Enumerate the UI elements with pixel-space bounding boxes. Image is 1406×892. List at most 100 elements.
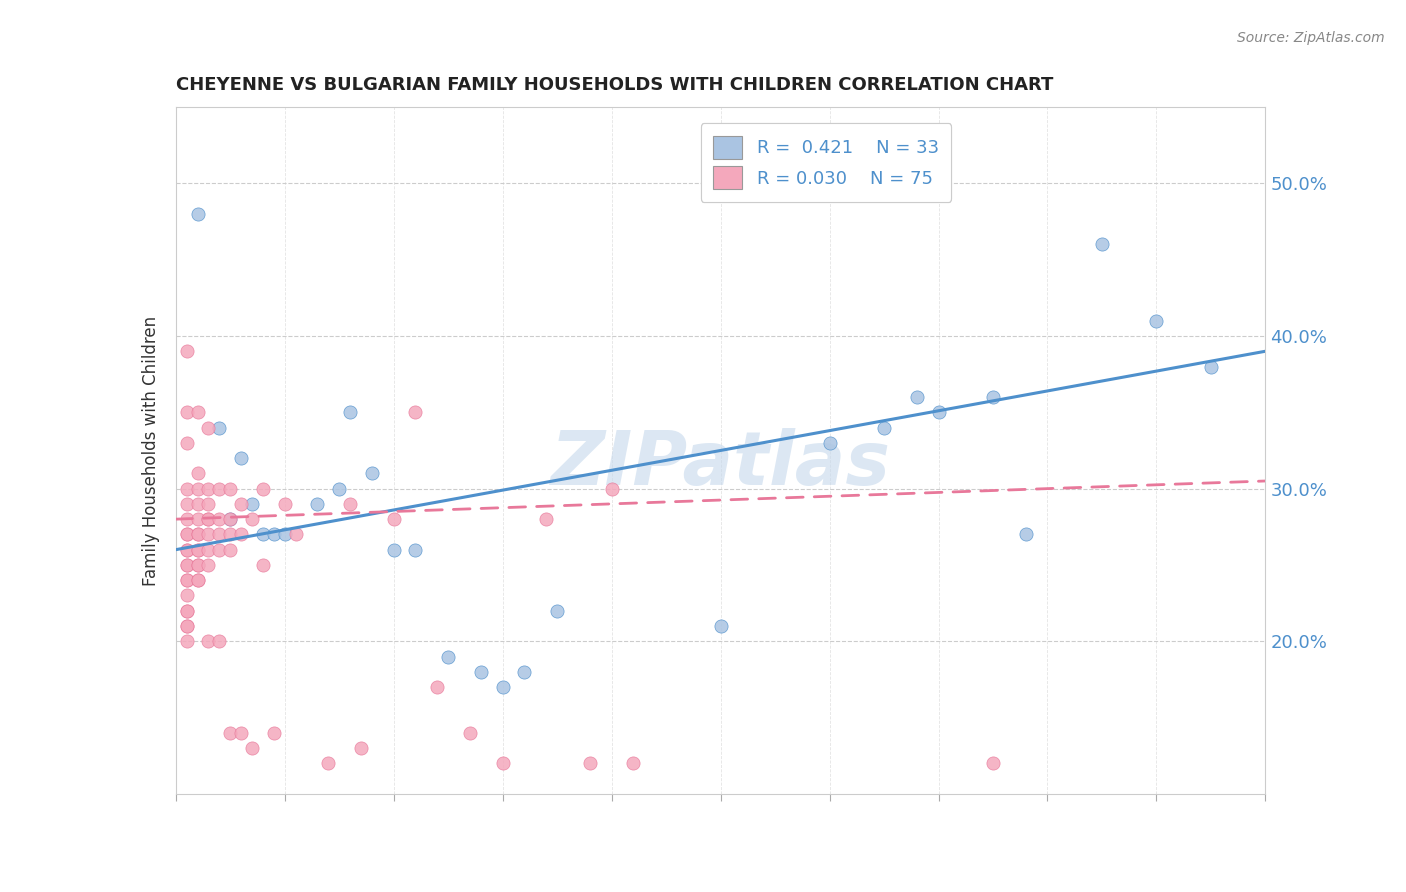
Point <box>513 665 536 679</box>
Point <box>208 420 231 434</box>
Point <box>546 604 568 618</box>
Point <box>1199 359 1222 374</box>
Point <box>307 497 329 511</box>
Point <box>197 482 219 496</box>
Point <box>176 619 198 633</box>
Point <box>208 527 231 541</box>
Y-axis label: Family Households with Children: Family Households with Children <box>142 316 160 585</box>
Point <box>252 527 274 541</box>
Point <box>186 542 209 557</box>
Point <box>382 512 405 526</box>
Point <box>186 573 209 587</box>
Point <box>176 573 198 587</box>
Point <box>231 497 253 511</box>
Point <box>176 527 198 541</box>
Point <box>176 573 198 587</box>
Point <box>534 512 557 526</box>
Point <box>186 467 209 481</box>
Point <box>470 665 492 679</box>
Point <box>710 619 733 633</box>
Point <box>176 619 198 633</box>
Point <box>176 512 198 526</box>
Point <box>186 527 209 541</box>
Point <box>219 527 242 541</box>
Point <box>186 542 209 557</box>
Point <box>186 558 209 572</box>
Point <box>176 435 198 450</box>
Point <box>176 558 198 572</box>
Point <box>981 390 1004 404</box>
Point <box>197 512 219 526</box>
Point <box>284 527 307 541</box>
Point <box>579 756 602 771</box>
Point <box>197 634 219 648</box>
Point <box>219 512 242 526</box>
Point <box>186 558 209 572</box>
Point <box>219 542 242 557</box>
Point <box>981 756 1004 771</box>
Point <box>437 649 460 664</box>
Point <box>231 451 253 466</box>
Point <box>197 558 219 572</box>
Point <box>186 482 209 496</box>
Text: ZIPatlas: ZIPatlas <box>551 427 890 500</box>
Point <box>361 467 384 481</box>
Point <box>252 482 274 496</box>
Point <box>492 756 515 771</box>
Point <box>274 527 297 541</box>
Point <box>231 527 253 541</box>
Point <box>176 527 198 541</box>
Point <box>208 634 231 648</box>
Point <box>176 604 198 618</box>
Point <box>405 542 427 557</box>
Point <box>928 405 950 419</box>
Point <box>240 497 263 511</box>
Point <box>208 542 231 557</box>
Point <box>197 527 219 541</box>
Point <box>219 512 242 526</box>
Point <box>274 497 297 511</box>
Point <box>263 726 285 740</box>
Point <box>186 207 209 221</box>
Point <box>1146 314 1168 328</box>
Point <box>873 420 896 434</box>
Text: CHEYENNE VS BULGARIAN FAMILY HOUSEHOLDS WITH CHILDREN CORRELATION CHART: CHEYENNE VS BULGARIAN FAMILY HOUSEHOLDS … <box>176 77 1053 95</box>
Point <box>231 726 253 740</box>
Point <box>818 435 841 450</box>
Point <box>1091 237 1114 252</box>
Point <box>905 390 928 404</box>
Text: Source: ZipAtlas.com: Source: ZipAtlas.com <box>1237 31 1385 45</box>
Point <box>176 497 198 511</box>
Point <box>186 527 209 541</box>
Point <box>405 405 427 419</box>
Point <box>197 497 219 511</box>
Point <box>350 741 373 756</box>
Point <box>426 680 449 694</box>
Point <box>458 726 481 740</box>
Point <box>176 344 198 359</box>
Point <box>1015 527 1038 541</box>
Point <box>252 558 274 572</box>
Point <box>186 497 209 511</box>
Point <box>219 482 242 496</box>
Point <box>600 482 623 496</box>
Point <box>240 512 263 526</box>
Point <box>176 589 198 603</box>
Point <box>339 497 361 511</box>
Point <box>186 405 209 419</box>
Point <box>382 542 405 557</box>
Point <box>176 604 198 618</box>
Point <box>263 527 285 541</box>
Point <box>197 512 219 526</box>
Point <box>339 405 361 419</box>
Point <box>328 482 350 496</box>
Point <box>186 512 209 526</box>
Legend: R =  0.421    N = 33, R = 0.030    N = 75: R = 0.421 N = 33, R = 0.030 N = 75 <box>700 123 952 202</box>
Point <box>219 726 242 740</box>
Point <box>176 482 198 496</box>
Point <box>492 680 515 694</box>
Point <box>186 573 209 587</box>
Point <box>240 741 263 756</box>
Point <box>197 420 219 434</box>
Point <box>318 756 340 771</box>
